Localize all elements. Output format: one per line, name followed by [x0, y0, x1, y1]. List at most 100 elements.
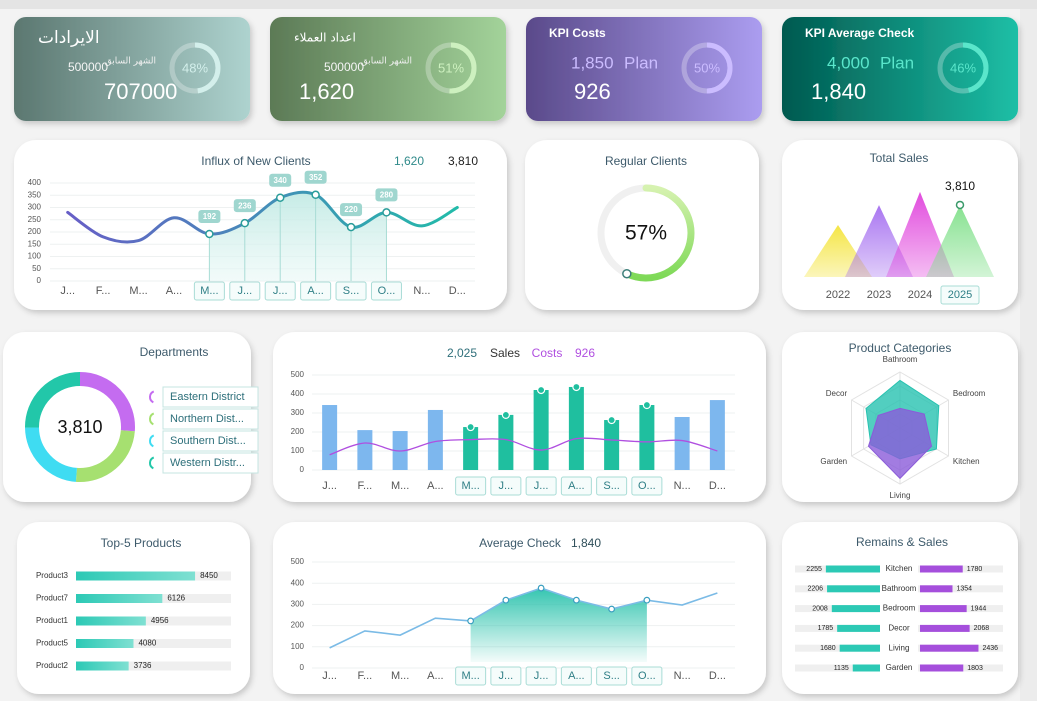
peak: [926, 204, 994, 277]
bar: [533, 390, 549, 470]
kpi-percent: 51%: [438, 60, 464, 75]
bar: [920, 664, 964, 672]
bar: [639, 405, 655, 470]
kpi-value: 926: [574, 79, 611, 104]
x-tick-label: M...: [461, 480, 479, 492]
slicer-box: [631, 666, 663, 686]
bar: [920, 644, 979, 652]
bar: [839, 644, 880, 652]
x-tick-label: A...: [307, 285, 324, 297]
legend-symbol: [149, 390, 155, 404]
bar: [920, 585, 953, 593]
x-tick-label: 2023: [867, 289, 891, 301]
kpi-percent: 50%: [694, 60, 720, 75]
bar: [604, 420, 620, 470]
y-tick-label: 100: [291, 446, 305, 455]
x-tick-label: 2025: [948, 289, 972, 301]
highlight-area: [209, 192, 387, 281]
kpi-title: اعداد العملاء: [294, 31, 356, 45]
axis-label: Garden: [820, 457, 847, 466]
kpi-ring-arc: [425, 42, 477, 94]
slicer-box: [490, 666, 522, 686]
value-label: 3,810: [945, 179, 975, 193]
kpi-title: الايرادات: [38, 28, 100, 48]
bar: [920, 624, 970, 632]
bar-track: [918, 585, 1003, 593]
y-tick-label: 100: [291, 642, 305, 651]
legend-label: Western Distr...: [170, 457, 245, 469]
legend-label: Eastern District: [170, 391, 245, 403]
marker: [467, 617, 475, 625]
x-tick-label: F...: [96, 285, 111, 297]
summary-value: 926: [575, 346, 595, 360]
x-tick-label: D...: [709, 670, 726, 682]
y-tick-label: 500: [291, 370, 305, 379]
x-tick-label: S...: [343, 285, 360, 297]
bar: [357, 430, 373, 470]
donut-segment: [25, 372, 81, 428]
value-label-box: [375, 188, 398, 202]
value-label: 1135: [834, 665, 849, 672]
bar-marker: [572, 382, 581, 392]
value-label: 1944: [971, 605, 987, 612]
summary-value: 3,810: [448, 154, 478, 168]
value-label: 1354: [956, 586, 972, 593]
bar: [568, 386, 584, 470]
bar: [674, 416, 690, 470]
x-tick-label: O...: [638, 670, 656, 682]
kpi-ring-arc: [937, 42, 989, 94]
value-label-box: [340, 203, 363, 217]
marker: [502, 596, 510, 604]
slicer-box: [335, 281, 367, 301]
x-tick-label: M...: [129, 285, 147, 297]
x-tick-label: D...: [709, 480, 726, 492]
y-tick-label: 100: [28, 252, 42, 261]
y-tick-label: 200: [28, 227, 42, 236]
category-label: Bathroom: [882, 584, 917, 593]
legend-label: Southern Dist...: [170, 435, 246, 447]
legend-symbol: [149, 434, 155, 448]
panel: [17, 522, 250, 694]
value-label: 1680: [820, 645, 836, 652]
slicer-box: [229, 281, 261, 301]
donut-segment: [79, 372, 135, 432]
slicer-box: [596, 476, 628, 496]
value-label: 236: [238, 201, 252, 210]
radar-area: [867, 407, 933, 480]
kpi-plan-caption: Plan: [880, 53, 914, 72]
slicer-box: [940, 285, 980, 305]
x-tick-label: M...: [200, 285, 218, 297]
slicer-box: [560, 476, 592, 496]
bar: [709, 400, 725, 470]
value-label: 192: [203, 212, 217, 221]
value-label: 2206: [807, 586, 823, 593]
legend-symbol: [149, 456, 155, 470]
summary-value: 1,840: [571, 536, 601, 550]
bar: [76, 639, 134, 648]
marker: [275, 193, 285, 202]
slicer-box: [490, 476, 522, 496]
x-tick-label: J...: [322, 670, 337, 682]
y-tick-label: 300: [28, 203, 42, 212]
value-label: 2008: [812, 605, 828, 612]
slicer-box: [596, 666, 628, 686]
bar-track: [76, 639, 231, 648]
panel-title: Remains & Sales: [856, 535, 948, 549]
value-label: 1785: [818, 625, 834, 632]
x-tick-label: F...: [358, 670, 373, 682]
bar: [827, 585, 880, 593]
bar: [852, 664, 880, 672]
value-label: 1780: [967, 566, 983, 573]
x-tick-label: M...: [391, 480, 409, 492]
ring-arc: [623, 184, 695, 282]
x-tick-label: A...: [568, 670, 585, 682]
bar: [76, 661, 129, 671]
x-tick-label: D...: [449, 285, 466, 297]
value-label: 280: [380, 191, 394, 200]
donut-segment: [25, 427, 78, 482]
y-tick-label: 300: [291, 600, 305, 609]
slicer-box: [455, 476, 487, 496]
x-tick-label: A...: [427, 670, 444, 682]
x-tick-label: M...: [461, 670, 479, 682]
x-tick-label: J...: [499, 670, 514, 682]
